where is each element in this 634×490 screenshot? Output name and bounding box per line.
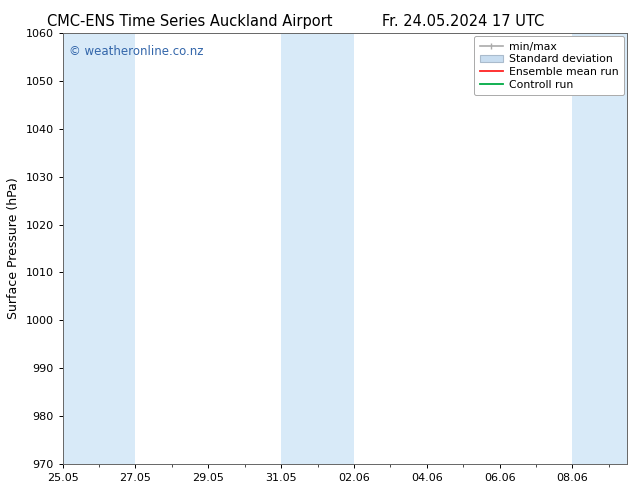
Bar xyxy=(573,33,627,464)
Bar xyxy=(63,33,136,464)
Text: Fr. 24.05.2024 17 UTC: Fr. 24.05.2024 17 UTC xyxy=(382,14,544,29)
Bar xyxy=(281,33,354,464)
Text: © weatheronline.co.nz: © weatheronline.co.nz xyxy=(70,45,204,58)
Text: CMC-ENS Time Series Auckland Airport: CMC-ENS Time Series Auckland Airport xyxy=(48,14,333,29)
Y-axis label: Surface Pressure (hPa): Surface Pressure (hPa) xyxy=(7,178,20,319)
Legend: min/max, Standard deviation, Ensemble mean run, Controll run: min/max, Standard deviation, Ensemble me… xyxy=(474,36,624,95)
